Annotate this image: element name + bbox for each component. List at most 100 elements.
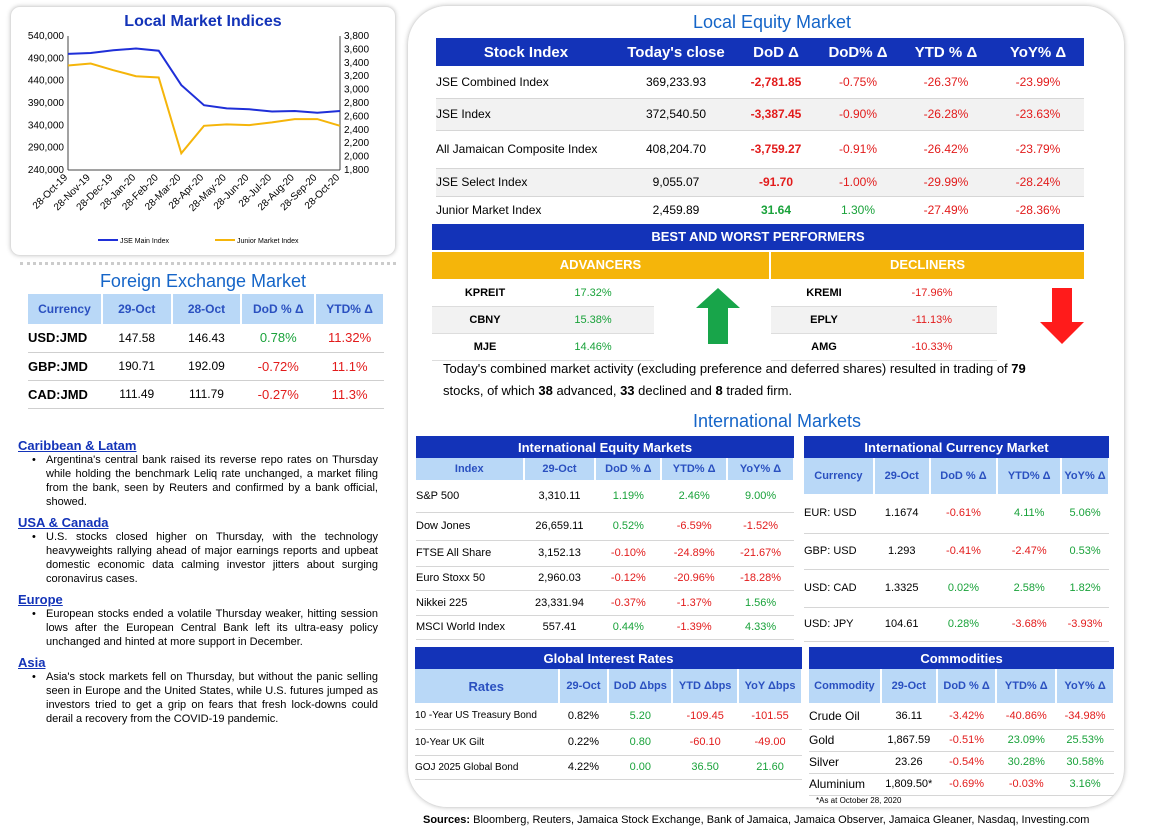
equity-cell: Junior Market Index bbox=[436, 196, 616, 225]
equity-header-cell: YoY% Δ bbox=[992, 38, 1084, 66]
local-indices-chart: 540,000 490,000 440,000 390,000 340,000 290,0… bbox=[28, 31, 370, 245]
decliner-symbol: AMG bbox=[811, 341, 837, 353]
intl-equity-cell: 557.41 bbox=[523, 615, 596, 640]
fx-row: CAD:JMD 111.49 111.79 -0.27% 11.3% bbox=[28, 380, 384, 409]
news-text: • Asia's stock markets fell on Thursday, … bbox=[18, 670, 378, 726]
rates-cell: -109.45 bbox=[672, 703, 739, 730]
commodities-row: Crude Oil 36.11 -3.42% -40.86% -34.98% bbox=[809, 703, 1114, 730]
decliners-header: DECLINERS bbox=[771, 252, 1084, 279]
intl-equity-cell: MSCI World Index bbox=[416, 615, 524, 640]
fx-cell: -0.72% bbox=[241, 352, 316, 381]
fx-cell: GBP:JMD bbox=[28, 352, 102, 381]
summary-advanced: 38 bbox=[538, 383, 553, 398]
intl-currency-cell: 0.28% bbox=[929, 607, 998, 642]
rates-title: Global Interest Rates bbox=[415, 647, 802, 669]
equity-cell: -0.91% bbox=[816, 130, 900, 169]
decliner-change: -11.13% bbox=[911, 314, 953, 326]
jse-main-index-line bbox=[67, 47, 341, 114]
intl-equity-cell: 3,152.13 bbox=[523, 540, 596, 567]
sources-text: Bloomberg, Reuters, Jamaica Stock Exchan… bbox=[470, 814, 1090, 826]
fx-cell: 11.32% bbox=[315, 324, 384, 353]
right-tick-label: 1,800 bbox=[344, 165, 369, 176]
commodities-cell: -3.42% bbox=[936, 703, 997, 730]
commodities-cell: 23.09% bbox=[996, 729, 1057, 752]
equity-row: All Jamaican Composite Index 408,204.70 -3… bbox=[436, 130, 1084, 169]
intl-currency-header-cell: YTD% Δ bbox=[997, 458, 1063, 494]
intl-equity-header-cell: DoD % Δ bbox=[595, 458, 663, 480]
decliner-symbol: KREMI bbox=[806, 287, 842, 299]
advancer-change: 15.38% bbox=[574, 314, 612, 326]
summary-firm: 8 bbox=[715, 383, 723, 398]
intl-currency-cell: EUR: USD bbox=[804, 494, 874, 534]
bullet-icon: • bbox=[32, 454, 36, 466]
rates-row: 10 -Year US Treasury Bond 0.82% 5.20 -109.4… bbox=[415, 703, 802, 730]
right-tick-label: 2,800 bbox=[344, 98, 369, 109]
intl-currency-cell: 1.1674 bbox=[873, 494, 930, 534]
commodities-title: Commodities bbox=[809, 647, 1114, 669]
commodities-cell: -0.54% bbox=[936, 751, 997, 774]
right-tick-label: 2,600 bbox=[344, 111, 369, 122]
fx-header-cell: YTD% Δ bbox=[315, 294, 385, 324]
rates-cell: 5.20 bbox=[608, 703, 673, 730]
intl-currency-cell: 5.06% bbox=[1061, 494, 1109, 534]
rates-cell: 21.60 bbox=[738, 755, 802, 780]
intl-equity-row: S&P 500 3,310.11 1.19% 2.46% 9.00% bbox=[416, 480, 794, 513]
intl-currency-cell: 0.02% bbox=[929, 569, 998, 608]
commodities-cell: 30.58% bbox=[1056, 751, 1114, 774]
intl-equity-cell: 2,960.03 bbox=[523, 566, 596, 591]
equity-cell: -26.28% bbox=[900, 98, 992, 131]
equity-cell: -2,781.85 bbox=[736, 66, 816, 99]
intl-equity-cell: 3,310.11 bbox=[523, 480, 596, 513]
rates-cell: 0.00 bbox=[608, 755, 673, 780]
intl-equity-cell: 2.46% bbox=[661, 480, 728, 513]
intl-equity-cell: 4.33% bbox=[727, 615, 794, 640]
advancer: KPREIT 17.32% bbox=[432, 280, 654, 307]
intl-equity-cell: -1.37% bbox=[661, 590, 728, 616]
intl-equity-table: International Equity Markets Index 29-Oct D… bbox=[416, 436, 795, 640]
commodities-cell: -0.03% bbox=[996, 773, 1057, 796]
intl-equity-cell: Nikkei 225 bbox=[416, 590, 524, 616]
intl-equity-cell: 9.00% bbox=[727, 480, 794, 513]
rates-cell: 36.50 bbox=[672, 755, 739, 780]
right-tick-label: 3,200 bbox=[344, 71, 369, 82]
advancer-symbol: KPREIT bbox=[464, 287, 506, 299]
intl-equity-cell: 1.56% bbox=[727, 590, 794, 616]
commodities-row: Gold 1,867.59 -0.51% 23.09% 25.53% bbox=[809, 729, 1114, 752]
equity-header-cell: YTD % Δ bbox=[900, 38, 992, 66]
fx-header-cell: Currency bbox=[28, 294, 103, 324]
equity-cell: -26.37% bbox=[900, 66, 992, 99]
news-body: Argentina's central bank raised its reve… bbox=[46, 454, 378, 508]
equity-row: JSE Index 372,540.50 -3,387.45 -0.90% -26.28… bbox=[436, 98, 1084, 131]
equity-cell: -1.00% bbox=[816, 168, 900, 197]
intl-equity-row: Dow Jones 26,659.11 0.52% -6.59% -1.52% bbox=[416, 512, 794, 541]
news-body: European stocks ended a volatile Thursda… bbox=[46, 608, 378, 648]
fx-row: USD:JMD 147.58 146.43 0.78% 11.32% bbox=[28, 324, 384, 353]
fx-cell: 0.78% bbox=[241, 324, 316, 353]
equity-cell: JSE Combined Index bbox=[436, 66, 616, 99]
equity-cell: -91.70 bbox=[736, 168, 816, 197]
intl-currency-cell: -0.61% bbox=[929, 494, 998, 534]
bullet-icon: • bbox=[32, 531, 36, 543]
commodities-cell: -40.86% bbox=[996, 703, 1057, 730]
intl-currency-cell: USD: JPY bbox=[804, 607, 874, 642]
equity-cell: 1.30% bbox=[816, 196, 900, 225]
equity-header-cell: DoD Δ bbox=[736, 38, 816, 66]
rates-cell: 4.22% bbox=[558, 755, 609, 780]
summary-text-1: Today's combined market activity (exclud… bbox=[443, 361, 1012, 376]
intl-equity-cell: -1.39% bbox=[661, 615, 728, 640]
intl-equity-cell: Dow Jones bbox=[416, 512, 524, 541]
rates-cell: 10 -Year US Treasury Bond bbox=[415, 703, 559, 730]
intl-equity-cell: 23,331.94 bbox=[523, 590, 596, 616]
equity-cell: -23.63% bbox=[992, 98, 1084, 131]
news-body: U.S. stocks closed higher on Thursday, w… bbox=[46, 531, 378, 585]
equity-row: JSE Select Index 9,055.07 -91.70 -1.00% -29.… bbox=[436, 168, 1084, 197]
left-tick-label: 290,000 bbox=[28, 143, 65, 154]
fx-cell: 111.79 bbox=[171, 380, 242, 409]
intl-currency-cell: 4.11% bbox=[997, 494, 1062, 534]
intl-equity-title-row: International Equity Markets bbox=[416, 436, 794, 458]
news-body: Asia's stock markets fell on Thursday, b… bbox=[46, 671, 378, 725]
fx-cell: 192.09 bbox=[171, 352, 242, 381]
intl-equity-cell: 0.52% bbox=[595, 512, 662, 541]
commodities-cell: Crude Oil bbox=[809, 703, 881, 730]
